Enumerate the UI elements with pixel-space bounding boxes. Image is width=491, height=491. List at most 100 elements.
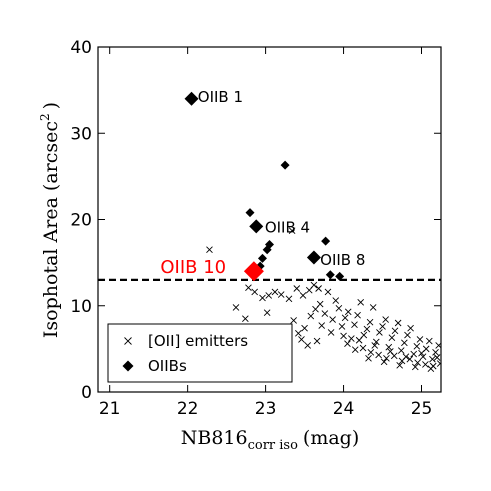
emitter-point	[401, 339, 408, 347]
annotation-label: OIIB 8	[320, 251, 365, 269]
emitter-point	[348, 335, 355, 342]
emitter-point	[372, 338, 380, 346]
emitter-point	[383, 355, 390, 362]
emitter-point	[429, 355, 436, 363]
emitter-point	[338, 323, 346, 330]
emitter-point	[433, 354, 441, 361]
emitter-point	[427, 365, 435, 373]
emitter-point	[419, 353, 427, 360]
emitter-point	[293, 285, 301, 292]
emitter-point	[344, 308, 352, 316]
emitter-point	[379, 323, 386, 330]
legend: [OII] emitters OIIBs	[107, 323, 293, 383]
legend-box	[107, 323, 293, 383]
emitter-point	[402, 353, 410, 360]
emitter-point	[307, 312, 315, 320]
x-tick-label: 22	[177, 399, 199, 419]
emitter-point	[332, 297, 340, 304]
y-tick-label: 0	[81, 383, 92, 403]
emitter-point	[321, 310, 329, 317]
emitter-point	[414, 359, 421, 366]
emitter-point	[367, 349, 375, 356]
emitter-point	[436, 360, 441, 367]
oiib-point	[262, 245, 272, 255]
y-tick-label: 10	[70, 297, 92, 317]
emitter-point	[310, 281, 318, 289]
oiib-point	[249, 219, 264, 234]
oiib-point	[335, 271, 345, 281]
emitter-point	[242, 315, 249, 323]
emitter-point	[316, 300, 324, 308]
oiib-point	[321, 236, 331, 246]
emitter-point	[251, 288, 259, 296]
emitter-point	[418, 349, 425, 357]
emitter-point	[432, 349, 439, 356]
emitter-point	[304, 342, 312, 349]
emitter-point	[369, 304, 377, 311]
emitter-point	[422, 361, 429, 368]
emitter-point	[265, 292, 273, 299]
emitter-point	[259, 294, 266, 302]
emitter-point	[263, 309, 271, 316]
series-1	[184, 91, 345, 281]
emitter-point	[351, 346, 359, 354]
oiib-point	[257, 253, 267, 263]
emitter-point	[416, 336, 424, 343]
emitter-point	[387, 348, 394, 355]
emitter-point	[406, 355, 414, 363]
emitter-point	[313, 337, 321, 345]
oiib-point	[255, 261, 265, 271]
emitter-point	[382, 316, 389, 323]
emitter-point	[376, 329, 383, 336]
emitter-point	[351, 321, 358, 329]
emitter-point	[357, 298, 365, 306]
annotation-label: OIIB 1	[198, 88, 243, 106]
x-tick-label: 23	[255, 399, 277, 419]
emitter-point	[413, 342, 421, 350]
emitter-point	[340, 332, 347, 340]
oiib-point	[280, 160, 290, 170]
y-tick-label: 40	[70, 38, 92, 58]
emitter-point	[288, 227, 296, 235]
emitter-point	[335, 305, 343, 312]
emitter-point	[404, 331, 411, 339]
series-2	[243, 261, 264, 282]
emitter-point	[298, 336, 305, 343]
oiib-point	[184, 91, 199, 106]
legend-diamond-marker	[122, 360, 134, 372]
emitter-point	[371, 342, 379, 349]
emitter-point	[206, 246, 213, 254]
emitter-point	[396, 361, 404, 369]
emitter-point	[366, 318, 374, 326]
annotation-label: OIIB 10	[160, 257, 226, 278]
emitter-point	[388, 334, 396, 341]
oiib-point	[245, 208, 255, 218]
annotation-label: OIIB 4	[265, 218, 310, 236]
emitter-point	[290, 317, 297, 324]
x-tick-label: 21	[99, 399, 121, 419]
emitter-point	[365, 355, 372, 362]
emitter-point	[232, 304, 240, 311]
y-tick-label: 20	[70, 211, 92, 231]
emitter-point	[410, 350, 418, 358]
emitter-point	[301, 324, 308, 332]
emitter-point	[397, 347, 405, 354]
emitter-point	[354, 311, 361, 319]
emitter-point	[344, 340, 351, 348]
emitter-point	[315, 285, 322, 292]
emitter-point	[407, 324, 414, 332]
emitter-point	[355, 336, 363, 344]
emitter-point	[295, 330, 302, 337]
emitter-point	[394, 319, 402, 327]
emitter-point	[285, 295, 293, 303]
oiib-10-point	[243, 261, 264, 282]
emitter-point	[271, 288, 279, 296]
legend-label: OIIBs	[148, 357, 187, 375]
emitter-point	[359, 344, 367, 352]
emitter-point	[375, 351, 382, 359]
axis-labels: NB816corr iso (mag) Isophotal Area(arcsec…	[38, 102, 359, 453]
emitter-point	[385, 343, 393, 351]
y-tick-label: 30	[70, 124, 92, 144]
x-tick-label: 24	[333, 399, 355, 419]
